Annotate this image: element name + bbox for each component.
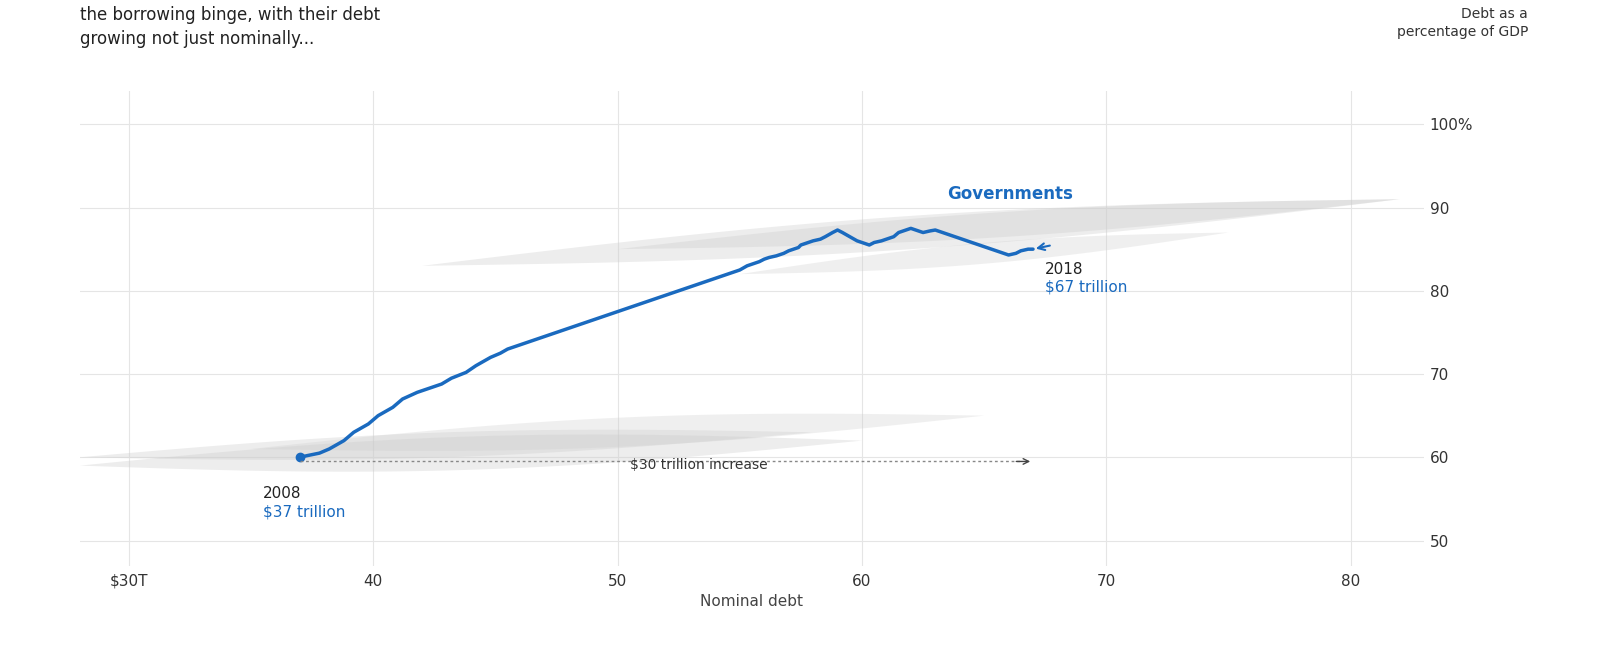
Polygon shape	[618, 199, 1400, 249]
Polygon shape	[251, 413, 984, 451]
X-axis label: Nominal debt: Nominal debt	[701, 594, 803, 610]
Text: $67 trillion: $67 trillion	[1045, 280, 1128, 295]
Text: Debt as a
percentage of GDP: Debt as a percentage of GDP	[1397, 6, 1528, 39]
Polygon shape	[80, 435, 862, 472]
Polygon shape	[422, 199, 1400, 266]
Text: $37 trillion: $37 trillion	[264, 505, 346, 520]
Text: $30 trillion increase: $30 trillion increase	[630, 458, 768, 473]
Text: 2008: 2008	[264, 486, 302, 501]
Text: the borrowing binge, with their debt
growing not just nominally...: the borrowing binge, with their debt gro…	[80, 6, 381, 48]
Text: Governments: Governments	[947, 185, 1074, 203]
Text: 2018: 2018	[1045, 262, 1083, 277]
Polygon shape	[80, 430, 813, 460]
Polygon shape	[739, 233, 1229, 274]
